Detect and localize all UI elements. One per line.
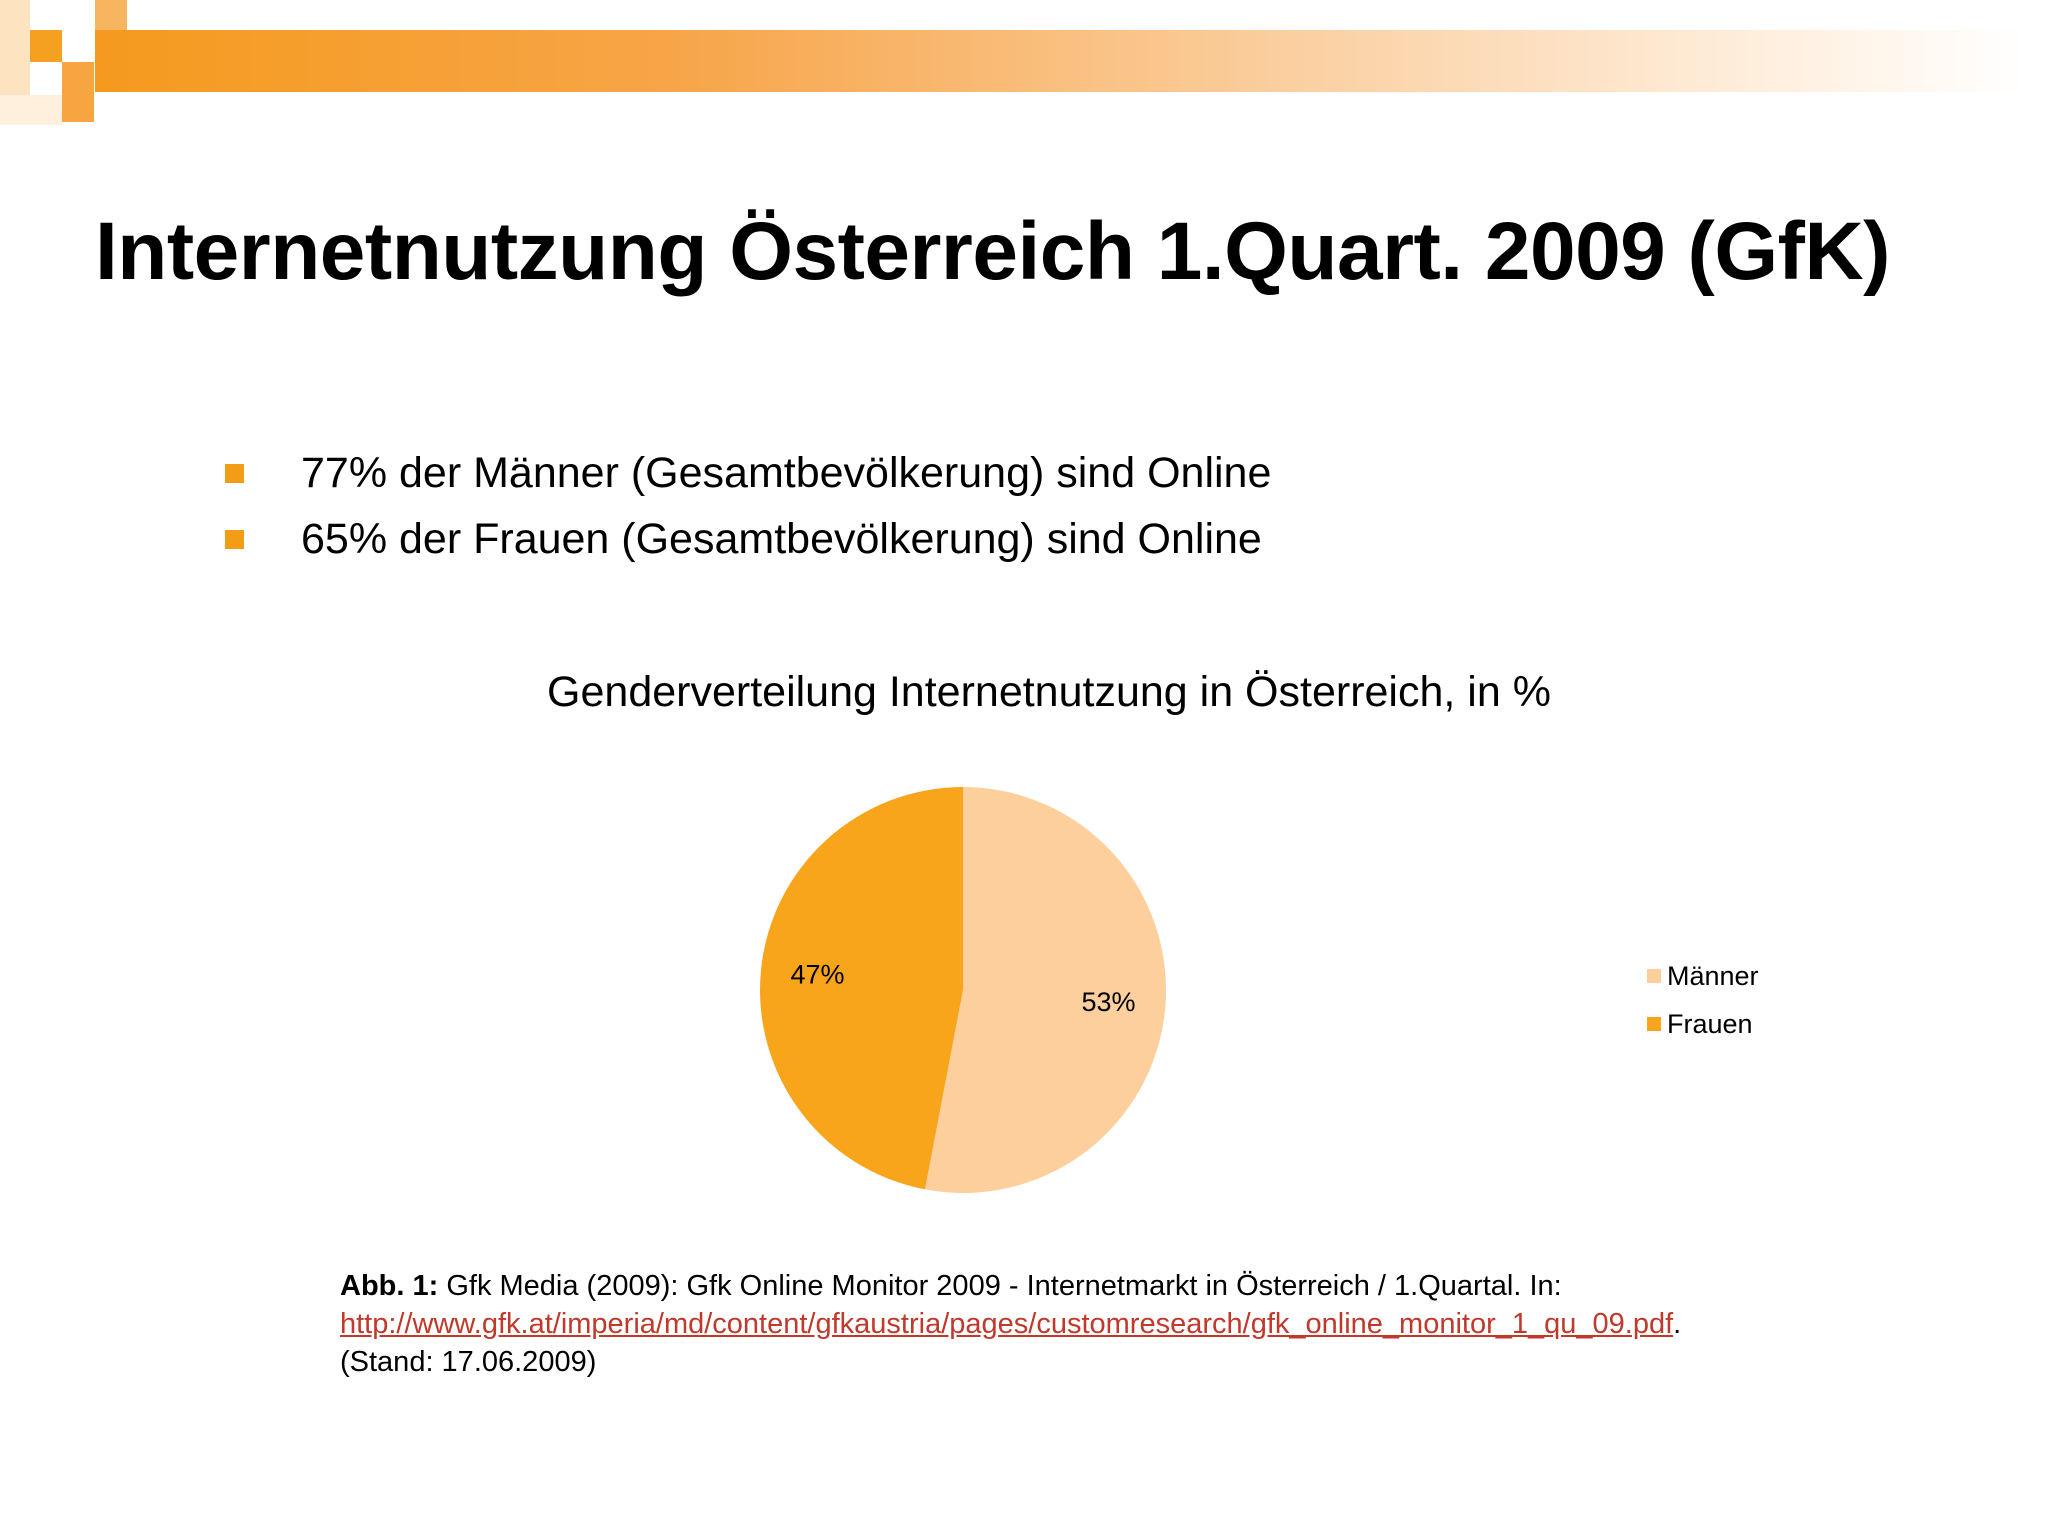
legend-label: Männer: [1667, 960, 1759, 991]
bullet-item: 77% der Männer (Gesamtbevölkerung) sind …: [225, 440, 1271, 506]
caption-period: .: [1673, 1308, 1682, 1340]
chart-title: Genderverteilung Internetnutzung in Öste…: [547, 668, 1551, 716]
bullet-square-icon: [225, 529, 244, 549]
decor-square: [0, 0, 30, 95]
caption-text: Gfk Media (2009): Gfk Online Monitor 200…: [438, 1270, 1562, 1302]
pie-slice-maenner: [924, 787, 1167, 1193]
caption-stand: (Stand: 17.06.2009): [340, 1346, 597, 1378]
data-label: 53%: [1081, 987, 1135, 1017]
legend-item-frauen: Frauen: [1647, 1000, 1759, 1048]
figure-caption: Abb. 1: Gfk Media (2009): Gfk Online Mon…: [340, 1267, 1990, 1381]
decor-square: [30, 30, 62, 62]
decor-square: [95, 0, 127, 30]
chart-legend: Männer Frauen: [1647, 952, 1759, 1048]
decor-square: [62, 62, 94, 122]
bullet-text: 65% der Frauen (Gesamtbevölkerung) sind …: [301, 514, 1262, 563]
decor-square: [0, 95, 62, 125]
header-band: [95, 30, 2025, 92]
legend-item-maenner: Männer: [1647, 952, 1759, 1000]
source-link[interactable]: http://www.gfk.at/imperia/md/content/gfk…: [340, 1308, 1674, 1340]
bullet-list: 77% der Männer (Gesamtbevölkerung) sind …: [225, 440, 1271, 572]
slide-title: Internetnutzung Österreich 1.Quart. 2009…: [95, 206, 1890, 297]
pie-slice-frauen: [760, 786, 963, 1190]
caption-label: Abb. 1:: [340, 1270, 439, 1302]
legend-label: Frauen: [1667, 1008, 1753, 1039]
bullet-text: 77% der Männer (Gesamtbevölkerung) sind …: [301, 448, 1272, 497]
legend-swatch: [1647, 1017, 1661, 1031]
data-label: 47%: [790, 959, 844, 989]
bullet-item: 65% der Frauen (Gesamtbevölkerung) sind …: [225, 506, 1271, 572]
bullet-square-icon: [225, 463, 244, 483]
legend-swatch: [1647, 969, 1661, 983]
